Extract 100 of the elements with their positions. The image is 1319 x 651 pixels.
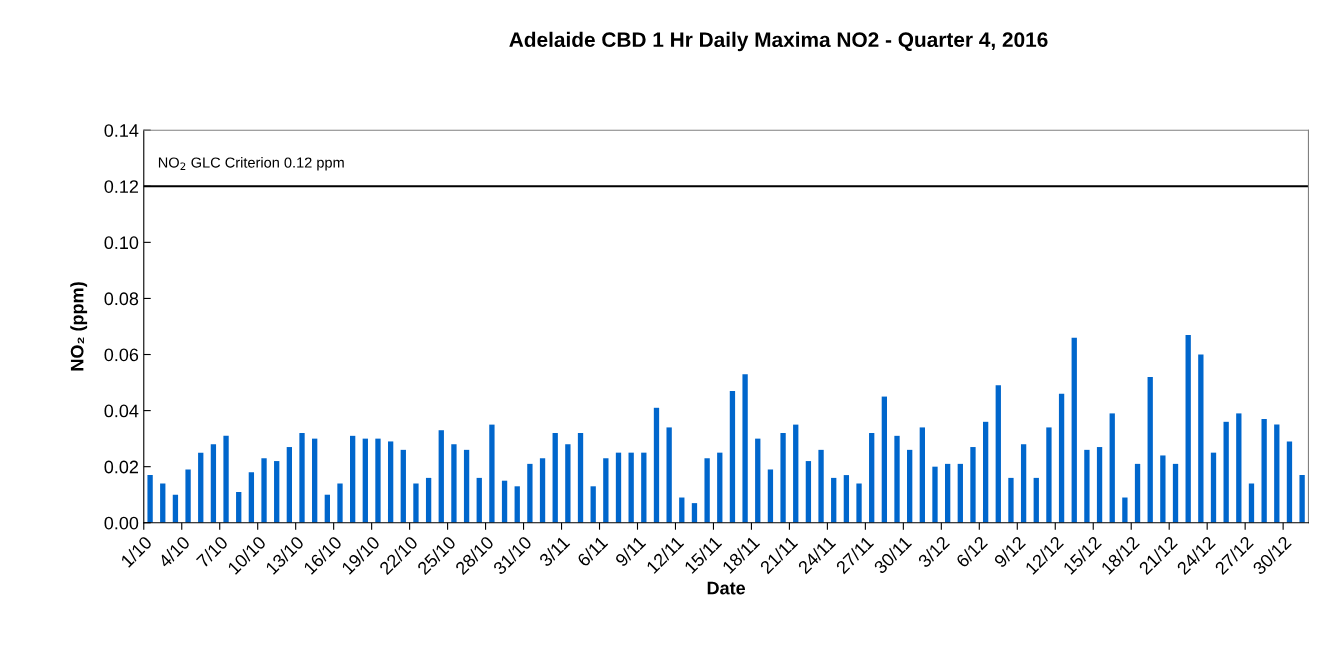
ref-line-label: NO$_{2}$ GLC Criterion 0.12 ppm [158,156,344,171]
bar [172,494,179,523]
bar [198,452,204,523]
bar [476,477,482,523]
bar [312,438,318,523]
bar [1109,413,1115,523]
bar [653,407,660,523]
bar [362,438,368,523]
y-tick-label: 0.02 [104,460,139,474]
bar [742,374,748,523]
bar [603,458,609,523]
bar [679,497,685,523]
bar [691,503,698,523]
bar [210,444,217,523]
bar [324,494,330,523]
chart-title: Adelaide CBD 1 Hr Daily Maxima NO2 - Quarter 4, 2016 [509,31,1048,52]
x-tick-label: 7/10 [195,535,229,569]
y-tick-label: 0.08 [104,292,139,306]
bar [1299,475,1305,523]
x-tick-label: 3/12 [916,535,951,569]
bar [1172,463,1179,523]
bar [375,438,381,523]
bar [261,458,267,523]
bar [337,483,343,523]
x-tick-label: 3/11 [538,535,571,568]
bar [856,483,862,523]
bar [1261,419,1267,523]
bar [349,435,356,523]
bar [413,483,419,523]
bar [1071,337,1077,523]
bar [1286,441,1293,523]
bar [666,427,672,523]
bar [957,463,963,523]
bar [1274,424,1280,523]
bar [919,427,925,523]
bar [236,491,242,523]
bar [1008,477,1014,523]
bar [932,466,938,523]
bar [1236,413,1242,523]
bar [185,469,191,523]
bar [147,475,153,523]
bar [552,433,558,523]
bar [717,452,723,523]
bar [729,390,736,523]
x-tick-label: 4/10 [157,535,191,569]
x-tick-label: 6/11 [576,535,609,568]
bar [514,486,520,523]
bar [501,480,508,523]
bar [894,435,900,523]
bar [1096,447,1103,523]
bar [704,458,710,523]
bar [1147,376,1153,523]
y-tick-label: 0.12 [104,180,139,193]
bar [274,461,280,523]
bar [1185,334,1191,523]
x-axis-title: Date [707,581,746,595]
bar [843,475,850,523]
y-tick-label: 0.14 [104,124,139,137]
bar [755,438,761,523]
bar [539,458,546,523]
bar [1134,463,1141,523]
y-tick-label: 0.06 [104,348,139,362]
bar [628,452,634,523]
bar [1210,452,1217,523]
bar [527,463,533,523]
bar [223,435,229,523]
bar [1084,449,1090,523]
bar [387,441,394,523]
bar [489,424,495,523]
bar [1020,444,1027,523]
bar [1160,455,1166,523]
bar [970,447,976,523]
y-axis-title: NO₂ (ppm) [70,282,88,371]
bar [1198,354,1204,523]
bar [615,452,622,523]
bar [780,433,786,523]
bar [1122,497,1128,523]
bar [982,421,989,523]
bar [1223,421,1229,523]
bar [767,469,774,523]
bar [590,486,596,523]
bar [1046,427,1052,523]
bar [400,449,406,523]
bar [1033,477,1039,523]
bar [248,472,255,523]
bar [818,449,824,523]
bar [793,424,799,523]
y-tick-label: 0.00 [104,516,139,530]
x-tick-label: 9/12 [993,535,1027,569]
bar [299,433,305,523]
y-tick-label: 0.10 [104,236,139,250]
bar [577,433,584,523]
x-tick-label: 9/11 [614,535,647,568]
bar [995,385,1001,523]
bar [907,449,913,523]
bar [463,449,470,523]
bar [438,430,444,523]
bar [1248,483,1255,523]
bar [881,396,888,523]
bar [869,433,875,523]
